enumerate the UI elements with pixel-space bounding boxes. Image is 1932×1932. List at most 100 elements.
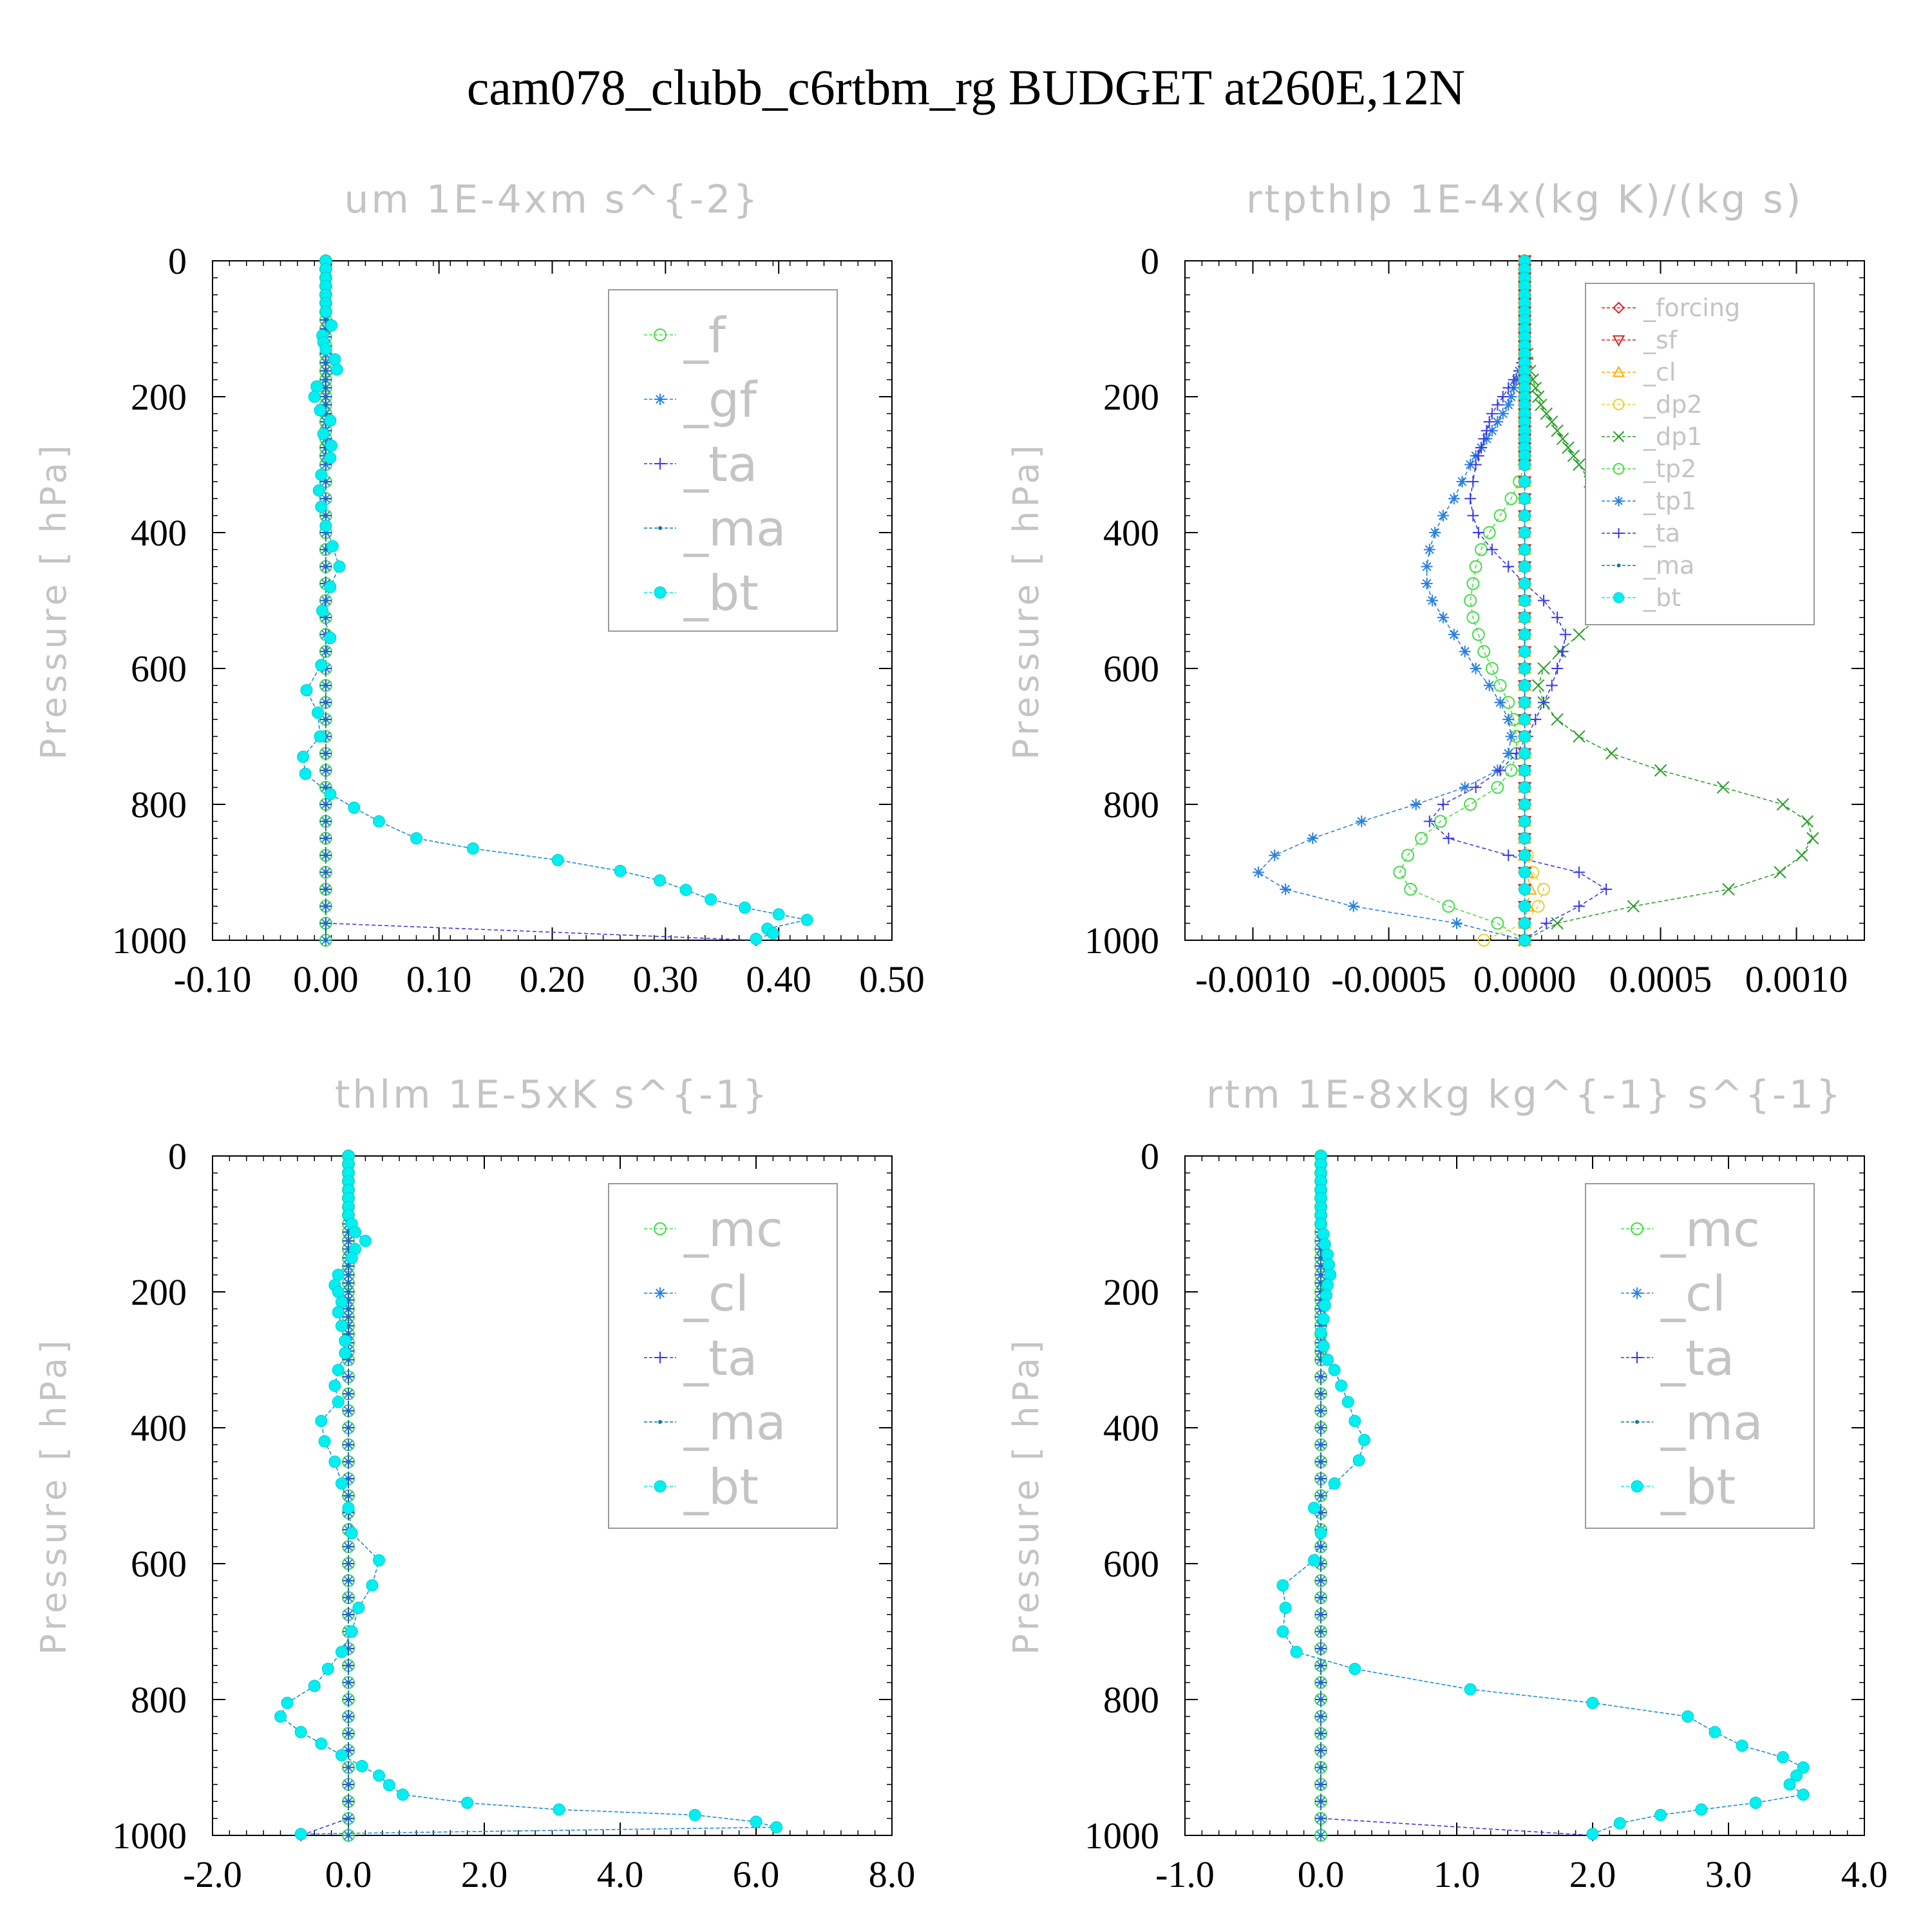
series-marker-bt [1519, 628, 1531, 641]
series-marker-bt [335, 1320, 348, 1332]
y-tick-label: 800 [131, 1679, 187, 1721]
series-marker-bt [800, 913, 813, 926]
series-marker-bt [359, 1235, 372, 1247]
series-marker-tp2 [1472, 628, 1485, 641]
series-marker-ta [1508, 374, 1520, 386]
series-marker-bt [1519, 475, 1531, 488]
series-marker-bt [1519, 917, 1531, 930]
series-marker-bt [1586, 1696, 1599, 1709]
series-marker-bt [461, 1796, 474, 1809]
series-marker-ma [1319, 1374, 1323, 1379]
series-marker-ma [346, 1595, 350, 1600]
series-marker-ma [346, 1408, 350, 1413]
legend-label-ta: _ta [1643, 519, 1680, 547]
series-marker-bt [318, 1435, 331, 1448]
series-marker-ma [1319, 1629, 1323, 1634]
series-marker-bt [315, 1738, 328, 1750]
series-marker-ta [1475, 442, 1487, 454]
y-tick-label: 1000 [1084, 1815, 1159, 1857]
series-marker-bt [1279, 1602, 1292, 1615]
chart-panel-thlm: thlm 1E-5xK s^{-1} -2.0 0.0 2.0 4.0 6.0 8.0 0 20… [33, 1072, 915, 1895]
series-marker-ta [1538, 696, 1550, 708]
y-axis-label: Pressure [ hPa] [1006, 441, 1046, 760]
series-marker-ma [323, 853, 328, 858]
series-marker-bt [614, 864, 627, 877]
y-tick-label: 0 [1141, 240, 1159, 282]
series-marker-bt [312, 706, 325, 719]
series-marker-ma [1319, 1748, 1323, 1753]
series-marker-dp1 [1531, 390, 1545, 403]
series-marker-bt [330, 363, 343, 376]
series-marker-ta [1423, 815, 1435, 828]
series-marker-ma [346, 1714, 350, 1719]
x-tick-label: 0.0000 [1473, 958, 1577, 1000]
series-marker-bt [324, 580, 337, 593]
x-tick-label: 0.50 [859, 958, 925, 1000]
series-marker-ma [1319, 1477, 1323, 1481]
series-marker-tp1 [1410, 799, 1422, 810]
legend-label-sf: _sf [1643, 326, 1678, 354]
x-tick-label: -0.10 [174, 958, 252, 1000]
series-marker-ma [1319, 1273, 1323, 1277]
series-marker-ma [346, 1459, 350, 1464]
series-marker-tp1 [1437, 509, 1449, 522]
series-marker-ma [1319, 1459, 1323, 1464]
series-marker-ma [346, 1264, 350, 1268]
y-tick-label: 200 [1103, 376, 1159, 418]
series-marker-ma [1319, 1544, 1323, 1549]
legend-marker-ta [654, 1352, 666, 1363]
y-tick-label: 600 [1103, 1543, 1159, 1585]
series-marker-ma [346, 1392, 350, 1396]
series-marker-tp1 [1307, 832, 1319, 844]
series-marker-bt [1776, 1751, 1789, 1764]
series-marker-tp2 [1415, 831, 1428, 845]
series-marker-tp1 [1483, 679, 1495, 692]
series-marker-bt [332, 1269, 345, 1282]
series-marker-bt [1695, 1803, 1708, 1816]
series-marker-tp1 [1252, 866, 1264, 878]
legend-label-cl: _cl [1643, 358, 1676, 386]
series-marker-tp1 [1502, 714, 1515, 726]
y-axis-label: Pressure [ hPa] [33, 1336, 74, 1655]
series-line-dp2 [1483, 261, 1544, 941]
series-marker-bt [1797, 1761, 1810, 1774]
series-marker-ma [1319, 1264, 1323, 1268]
series-marker-dp1 [1567, 450, 1580, 462]
series-marker-ma [1319, 1493, 1323, 1498]
series-marker-ma [323, 887, 328, 891]
series-marker-ta [1494, 764, 1506, 777]
series-marker-bt [750, 1815, 762, 1828]
series-marker-ma [346, 1315, 350, 1320]
legend-label-bt: _bt [683, 1458, 759, 1515]
series-marker-tp2 [1491, 916, 1504, 930]
series-marker-tp2 [1491, 781, 1504, 794]
y-tick-label: 800 [1103, 784, 1159, 826]
series-marker-bt [1519, 849, 1531, 862]
series-marker-ta [1464, 493, 1477, 505]
series-marker-bt [342, 1501, 355, 1514]
series-marker-ma [346, 1731, 350, 1736]
series-marker-ta [1573, 900, 1585, 913]
series-marker-bt [314, 404, 327, 417]
series-marker-ma [346, 1290, 350, 1294]
series-marker-tp1 [1505, 391, 1517, 402]
legend-box [1585, 1183, 1815, 1529]
legend-label-ma: _ma [1660, 1394, 1763, 1451]
series-marker-bt [1519, 611, 1531, 624]
legend-label-forcing: _forcing [1643, 294, 1740, 322]
series-marker-ma [323, 361, 328, 365]
legend-marker-ta [654, 458, 666, 469]
series-marker-dp1 [1573, 628, 1586, 641]
series-marker-tp1 [1347, 900, 1359, 913]
x-tick-label: 0.30 [633, 958, 699, 1000]
series-marker-bt [316, 604, 329, 617]
series-marker-bt [1519, 492, 1531, 505]
series-marker-bt [738, 901, 751, 914]
x-tick-label: -2.0 [183, 1853, 242, 1895]
y-axis-label: Pressure [ hPa] [33, 441, 74, 760]
legend-label-bt: _bt [1643, 583, 1681, 612]
series-marker-ma [323, 564, 328, 569]
series-marker-ta [1486, 408, 1498, 420]
panel-title: thlm 1E-5xK s^{-1} [335, 1072, 770, 1117]
series-marker-tp2 [1482, 526, 1496, 539]
